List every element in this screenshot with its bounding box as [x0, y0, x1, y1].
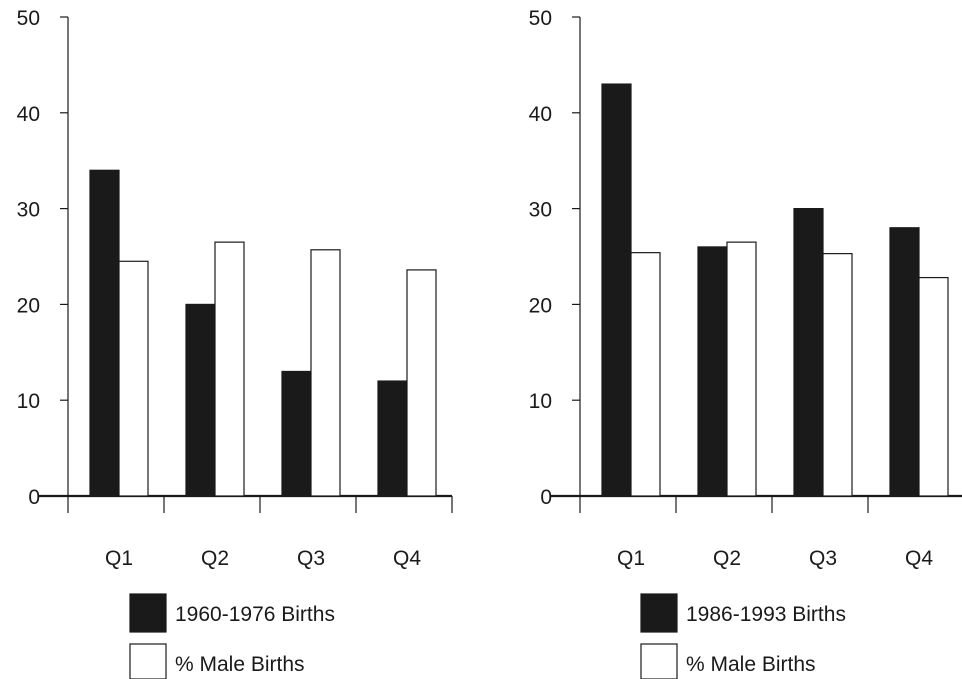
bar-1986-1993-births — [793, 208, 824, 497]
bar-1960-1976-births — [281, 370, 312, 497]
y-tick-label: 30 — [17, 199, 40, 222]
y-tick-label: 0 — [28, 486, 40, 509]
bar-male-births — [918, 276, 949, 497]
y-tick-label: 20 — [17, 294, 40, 317]
legend-swatch — [640, 593, 678, 633]
bar-male-births — [118, 260, 149, 497]
legend-swatch — [640, 643, 678, 679]
bar-1960-1976-births — [185, 303, 216, 497]
bar-male-births — [406, 269, 437, 497]
chart-panel-right: 0 10 20 30 40 50 Q1 Q2 Q3 Q4 1986-1993 Births % Mal… — [529, 7, 962, 679]
x-category-label: Q1 — [105, 547, 133, 570]
x-category-label: Q3 — [809, 547, 837, 570]
bar-1986-1993-births — [697, 246, 728, 497]
y-tick-label: 40 — [17, 103, 40, 126]
legend-label: 1986-1993 Births — [686, 603, 846, 626]
bar-male-births — [726, 241, 757, 497]
legend-swatch — [129, 643, 167, 679]
legend-label: % Male Births — [686, 653, 816, 676]
x-category-label: Q3 — [297, 547, 325, 570]
bar-1960-1976-births — [377, 380, 408, 497]
bar-1960-1976-births — [89, 169, 120, 497]
x-category-label: Q2 — [201, 547, 229, 570]
y-tick-label: 40 — [529, 103, 552, 126]
x-category-label: Q2 — [713, 547, 741, 570]
chart-panel-left: 0 10 20 30 40 50 Q1 Q2 Q3 Q4 1960-1976 Births % Mal… — [17, 7, 453, 679]
y-tick-label: 0 — [540, 486, 552, 509]
bar-1986-1993-births — [889, 227, 920, 497]
x-category-label: Q4 — [905, 547, 933, 570]
y-tick-label: 10 — [529, 390, 552, 413]
y-tick-label: 10 — [17, 390, 40, 413]
bar-male-births — [214, 241, 245, 497]
y-tick-label: 50 — [529, 7, 552, 30]
legend-label: % Male Births — [175, 653, 305, 676]
y-tick-label: 50 — [17, 7, 40, 30]
x-category-label: Q4 — [393, 547, 421, 570]
bar-1986-1993-births — [601, 83, 632, 497]
y-tick-label: 20 — [529, 294, 552, 317]
x-category-label: Q1 — [617, 547, 645, 570]
bar-male-births — [630, 252, 661, 497]
bar-male-births — [822, 253, 853, 497]
y-tick-label: 30 — [529, 199, 552, 222]
legend-swatch — [129, 593, 167, 633]
bar-male-births — [310, 249, 341, 497]
legend-label: 1960-1976 Births — [175, 603, 335, 626]
